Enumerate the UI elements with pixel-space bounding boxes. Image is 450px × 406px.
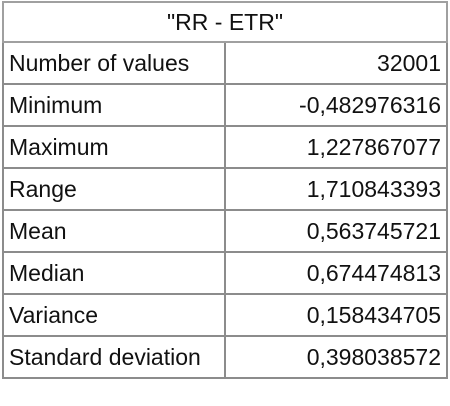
stat-label: Standard deviation bbox=[2, 335, 226, 379]
stats-table: "RR - ETR" Number of values 32001 Minimum -… bbox=[2, 1, 448, 379]
table-body: "RR - ETR" Number of values 32001 Minimum -… bbox=[2, 1, 448, 379]
stat-value: 0,398038572 bbox=[224, 335, 448, 379]
stat-row: Minimum -0,482976316 bbox=[2, 83, 448, 127]
stat-row: Mean 0,563745721 bbox=[2, 209, 448, 253]
stat-row: Number of values 32001 bbox=[2, 41, 448, 85]
stat-row: Range 1,710843393 bbox=[2, 167, 448, 211]
stat-label: Minimum bbox=[2, 83, 226, 127]
stat-label: Mean bbox=[2, 209, 226, 253]
table-title: "RR - ETR" bbox=[2, 1, 448, 43]
stat-row: Standard deviation 0,398038572 bbox=[2, 335, 448, 379]
stat-value: 32001 bbox=[224, 41, 448, 85]
stat-value: 0,674474813 bbox=[224, 251, 448, 295]
stat-value: 0,563745721 bbox=[224, 209, 448, 253]
stat-value: 1,227867077 bbox=[224, 125, 448, 169]
stat-value: -0,482976316 bbox=[224, 83, 448, 127]
stat-label: Number of values bbox=[2, 41, 226, 85]
stat-row: Maximum 1,227867077 bbox=[2, 125, 448, 169]
stat-label: Maximum bbox=[2, 125, 226, 169]
stat-value: 1,710843393 bbox=[224, 167, 448, 211]
stat-label: Range bbox=[2, 167, 226, 211]
stat-label: Median bbox=[2, 251, 226, 295]
stat-value: 0,158434705 bbox=[224, 293, 448, 337]
stat-row: Median 0,674474813 bbox=[2, 251, 448, 295]
stat-label: Variance bbox=[2, 293, 226, 337]
stat-row: Variance 0,158434705 bbox=[2, 293, 448, 337]
title-row: "RR - ETR" bbox=[2, 1, 448, 43]
